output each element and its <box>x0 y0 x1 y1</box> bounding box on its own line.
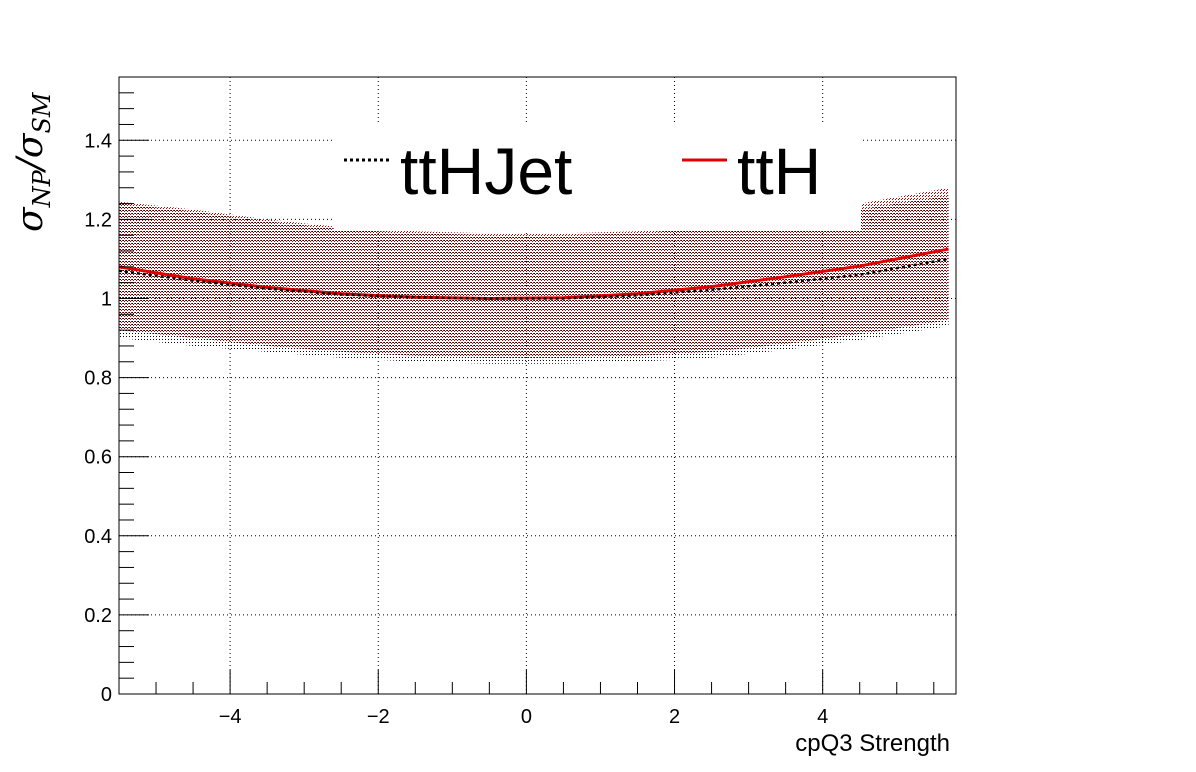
tick-labels: −4 −2 0 2 4 0 0.2 0.4 0.6 0.8 1 1.2 1.4 <box>84 130 828 728</box>
y-axis-title: σNP/σSM <box>10 91 56 232</box>
y-title-sub-np: NP <box>28 169 56 208</box>
axis-ticks <box>118 76 935 695</box>
grid <box>119 77 956 694</box>
y-title-sigma-1: σ <box>10 206 51 232</box>
x-tick-label-3: 2 <box>669 706 680 728</box>
error-bands <box>119 187 949 364</box>
x-tick-label-1: −2 <box>367 706 390 728</box>
x-tick-label-0: −4 <box>219 706 242 728</box>
x-tick-label-2: 0 <box>521 706 532 728</box>
y-tick-label-5: 1 <box>101 288 112 310</box>
series-line-tthjet <box>119 257 949 300</box>
legend-label-tth: ttH <box>737 134 821 208</box>
y-title-sub-sm: SM <box>28 91 56 133</box>
svg-text:σNP/σSM: σNP/σSM <box>10 91 56 232</box>
x-axis-title: cpQ3 Strength <box>795 730 950 757</box>
y-tick-label-6: 1.2 <box>84 209 112 231</box>
y-tick-label-1: 0.2 <box>84 605 112 627</box>
y-tick-label-7: 1.4 <box>84 130 112 152</box>
plot-frame <box>118 76 957 695</box>
band-tth <box>119 187 949 358</box>
series-lines <box>119 247 949 300</box>
legend-label-tthjet: ttHJet <box>400 134 572 208</box>
y-tick-label-3: 0.6 <box>84 447 112 469</box>
y-tick-label-0: 0 <box>101 684 112 706</box>
y-title-slash: / <box>10 154 51 173</box>
x-tick-label-4: 4 <box>817 706 828 728</box>
y-tick-label-4: 0.8 <box>84 368 112 390</box>
legend <box>334 125 861 230</box>
y-tick-label-2: 0.4 <box>84 526 112 548</box>
y-title-sigma-2: σ <box>10 132 51 158</box>
